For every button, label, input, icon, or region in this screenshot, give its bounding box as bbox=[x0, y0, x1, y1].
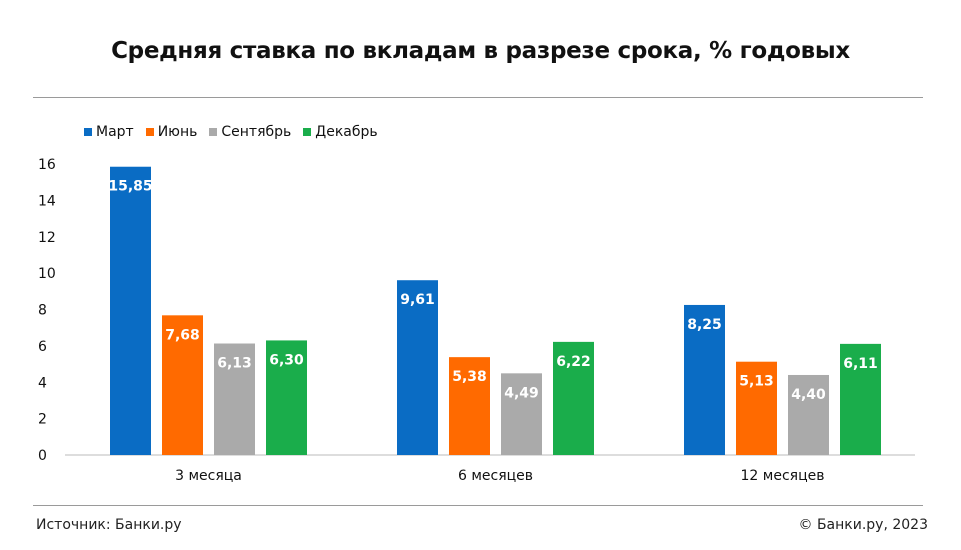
y-tick-label: 6 bbox=[38, 339, 47, 355]
bar-2-1 bbox=[162, 315, 203, 455]
bar-3-3 bbox=[788, 374, 829, 455]
y-tick-label: 16 bbox=[38, 157, 56, 173]
footer-divider bbox=[33, 505, 923, 506]
legend-label-dekabr: Декабрь bbox=[315, 124, 378, 140]
data-label: 4,49 bbox=[504, 385, 539, 401]
y-tick-label: 12 bbox=[38, 230, 56, 246]
bar-1-2 bbox=[397, 280, 438, 455]
chart-title: Средняя ставка по вкладам в разрезе срок… bbox=[111, 38, 850, 64]
x-category-label: 3 месяца bbox=[175, 468, 242, 484]
source-note: Источник: Банки.ру bbox=[36, 517, 182, 533]
legend-label-iyun: Июнь bbox=[157, 124, 198, 140]
copyright-note: © Банки.ру, 2023 bbox=[798, 517, 929, 533]
bar-4-1 bbox=[266, 340, 307, 455]
data-label: 9,61 bbox=[400, 292, 435, 308]
y-tick-label: 10 bbox=[38, 266, 56, 282]
data-label: 8,25 bbox=[687, 317, 722, 333]
y-tick-label: 2 bbox=[38, 412, 47, 428]
data-label: 5,38 bbox=[452, 369, 487, 385]
legend-swatch-mart bbox=[84, 128, 92, 136]
legend-swatch-dekabr bbox=[303, 128, 312, 136]
legend-item-dekabr: Декабрь bbox=[303, 124, 378, 140]
y-tick-label: 14 bbox=[38, 193, 56, 209]
legend-item-iyun: Июнь bbox=[145, 124, 198, 140]
bar-2-3 bbox=[736, 361, 777, 455]
data-label: 15,85 bbox=[108, 179, 152, 195]
bar-4-2 bbox=[553, 341, 594, 455]
legend-item-mart: Март bbox=[84, 124, 134, 140]
bar-3-1 bbox=[214, 343, 255, 455]
data-label: 5,13 bbox=[739, 374, 774, 390]
y-tick-label: 4 bbox=[38, 375, 47, 391]
data-label: 6,13 bbox=[217, 356, 252, 372]
legend-swatch-iyun bbox=[145, 128, 154, 136]
x-category-label: 12 месяцев bbox=[741, 468, 825, 484]
bar-1-1 bbox=[110, 166, 151, 455]
data-label: 6,11 bbox=[843, 356, 878, 372]
data-label: 7,68 bbox=[165, 327, 200, 343]
y-tick-label: 0 bbox=[38, 448, 47, 464]
bar-chart: 0 2 4 6 8 10 12 14 16 15,85 7,68 6,13 6,30 3 месяца 9,… bbox=[38, 157, 915, 484]
x-category-label: 6 месяцев bbox=[458, 468, 533, 484]
bar-3-2 bbox=[501, 373, 542, 455]
data-label: 6,22 bbox=[556, 354, 591, 370]
bar-4-3 bbox=[840, 343, 881, 455]
legend: Март Июнь Сентябрь Декабрь bbox=[84, 124, 390, 140]
data-label: 4,40 bbox=[791, 387, 826, 403]
y-tick-label: 8 bbox=[38, 303, 47, 319]
title-divider bbox=[33, 97, 923, 98]
legend-item-sentyabr: Сентябрь bbox=[209, 124, 291, 140]
legend-label-sentyabr: Сентябрь bbox=[221, 124, 292, 140]
data-label: 6,30 bbox=[269, 352, 304, 368]
bar-2-2 bbox=[449, 357, 490, 455]
legend-swatch-sentyabr bbox=[209, 128, 218, 136]
legend-label-mart: Март bbox=[96, 124, 134, 140]
bar-1-3 bbox=[684, 304, 725, 455]
